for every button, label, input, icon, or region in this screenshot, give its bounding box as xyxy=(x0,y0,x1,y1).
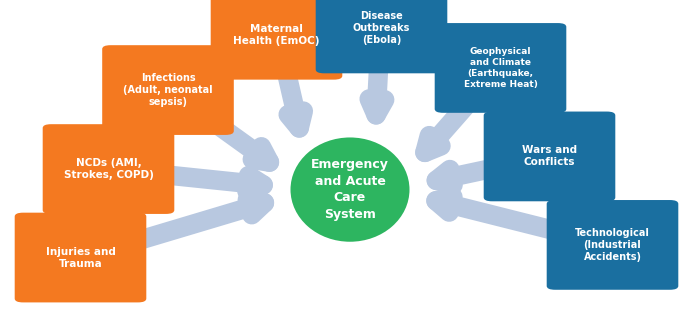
Text: Disease
Outbreaks
(Ebola): Disease Outbreaks (Ebola) xyxy=(353,11,410,46)
Text: Wars and
Conflicts: Wars and Conflicts xyxy=(522,145,577,167)
Text: Technological
(Industrial
Accidents): Technological (Industrial Accidents) xyxy=(575,228,650,262)
Text: Geophysical
and Climate
(Earthquake,
Extreme Heat): Geophysical and Climate (Earthquake, Ext… xyxy=(463,47,538,88)
Text: Maternal
Health (EmOC): Maternal Health (EmOC) xyxy=(233,24,320,46)
Text: Injuries and
Trauma: Injuries and Trauma xyxy=(46,246,116,269)
FancyBboxPatch shape xyxy=(316,0,447,73)
FancyBboxPatch shape xyxy=(211,0,342,80)
Text: Infections
(Adult, neonatal
sepsis): Infections (Adult, neonatal sepsis) xyxy=(123,73,213,107)
FancyBboxPatch shape xyxy=(15,213,146,302)
Text: Emergency
and Acute
Care
System: Emergency and Acute Care System xyxy=(311,158,389,221)
FancyBboxPatch shape xyxy=(435,23,566,113)
FancyBboxPatch shape xyxy=(484,112,615,201)
Text: NCDs (AMI,
Strokes, COPD): NCDs (AMI, Strokes, COPD) xyxy=(64,158,153,180)
FancyBboxPatch shape xyxy=(43,124,174,214)
Ellipse shape xyxy=(290,137,410,242)
FancyBboxPatch shape xyxy=(547,200,678,290)
FancyBboxPatch shape xyxy=(102,45,234,135)
